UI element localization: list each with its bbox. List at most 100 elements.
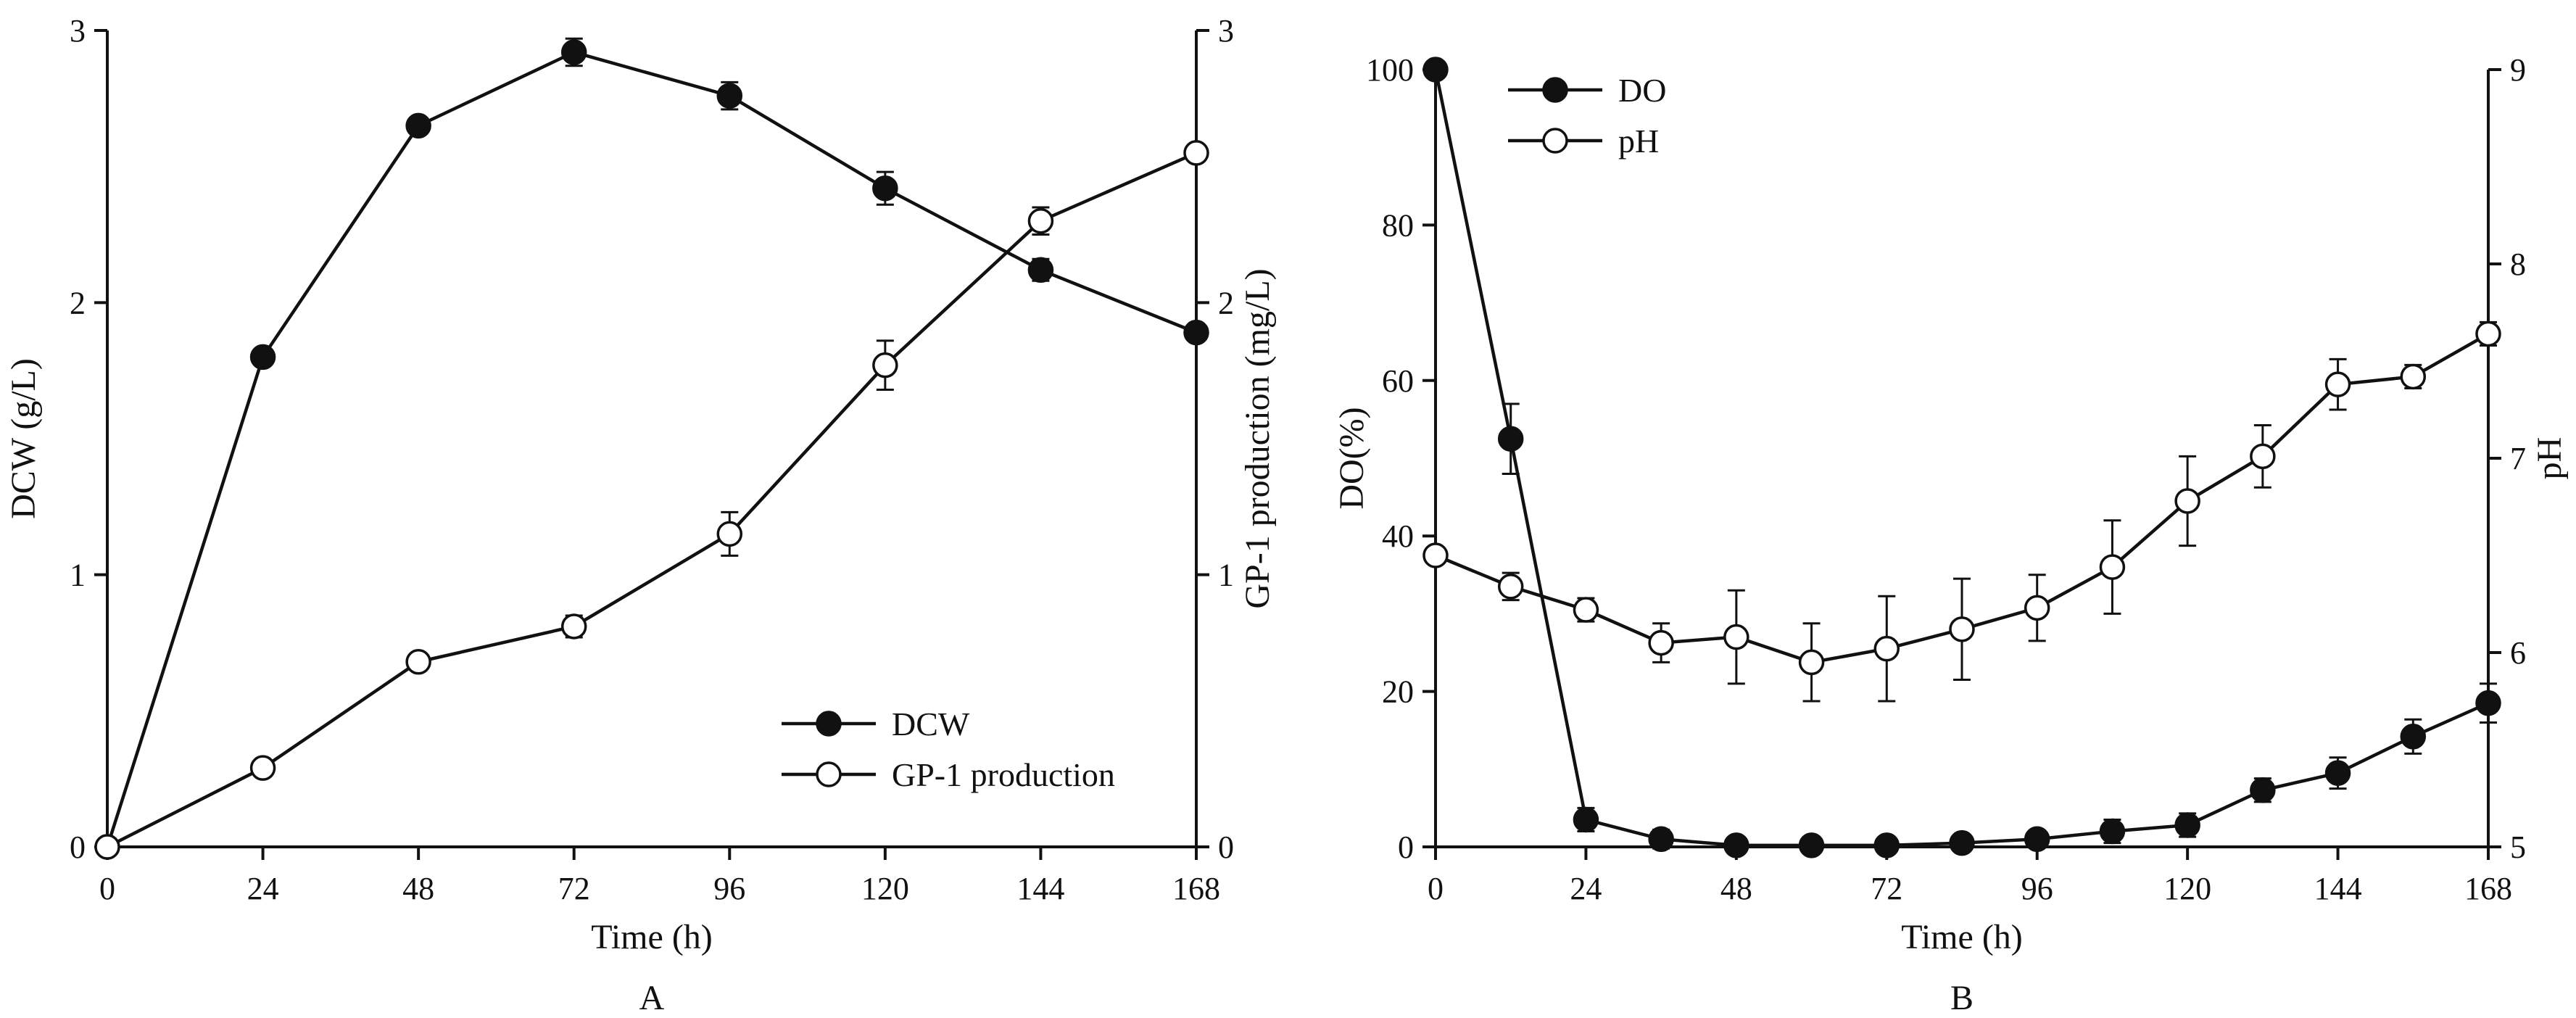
legend-marker-filled (816, 711, 842, 737)
data-point-open (1422, 542, 1449, 568)
data-point-open (405, 649, 431, 675)
y-tick-label-left: 40 (1382, 518, 1414, 554)
panel-a: 0 24 48 72 96 120 144 168 0 1 2 3 0 1 2 3 Time (h) DCW (g… (4, 13, 1277, 1017)
data-point-filled (1798, 832, 1825, 858)
x-tick-label: 48 (1720, 871, 1752, 906)
data-point-filled (2475, 690, 2501, 716)
data-point-open (2024, 595, 2050, 621)
data-point-open (2324, 371, 2351, 397)
x-tick-label: 96 (2021, 871, 2053, 906)
x-tick-label: 144 (2314, 871, 2362, 906)
x-tick-label: 120 (2163, 871, 2211, 906)
x-tick-label: 96 (713, 871, 745, 906)
data-point-open (1027, 207, 1054, 234)
data-point-filled (872, 175, 898, 202)
y-tick-label-left: 1 (70, 558, 86, 593)
y-tick-label-right: 9 (2510, 52, 2526, 88)
legend-marker-filled (1542, 77, 1568, 103)
data-point-filled (1723, 832, 1749, 858)
y-tick-label-left: 60 (1382, 363, 1414, 399)
y-tick-label-left: 3 (70, 13, 86, 49)
y-axis-title-left: DO(%) (1333, 407, 1371, 509)
data-point-filled (1183, 319, 1209, 346)
y-tick-label-left: 20 (1382, 674, 1414, 710)
data-point-open (2400, 363, 2427, 390)
y-tick-label-right: 8 (2510, 247, 2526, 282)
legend-label: DO (1618, 72, 1666, 109)
data-point-open (1723, 624, 1749, 650)
y-tick-label-right: 7 (2510, 441, 2526, 476)
legend-marker-open (816, 761, 842, 787)
panel-label: B (1950, 979, 1974, 1017)
y-axis-title-right: GP-1 production (mg/L) (1238, 268, 1277, 608)
y-tick-label-right: 2 (1218, 285, 1234, 320)
data-point-open (94, 834, 120, 860)
data-point-open (1798, 649, 1825, 676)
data-point-open (1949, 616, 1975, 642)
data-point-open (1183, 140, 1209, 166)
legend-label: DCW (892, 705, 970, 742)
y-tick-label-right: 0 (1218, 829, 1234, 865)
x-tick-label: 24 (1570, 871, 1602, 906)
x-tick-label: 24 (247, 871, 279, 906)
data-point-open (560, 613, 587, 640)
data-point-filled (249, 344, 276, 371)
data-point-filled (1949, 829, 1975, 856)
data-point-filled (2400, 724, 2427, 750)
data-point-filled (2324, 760, 2351, 786)
data-point-open (2099, 554, 2126, 580)
panel-label: A (639, 979, 665, 1017)
data-point-open (716, 521, 743, 547)
data-point-filled (1497, 426, 1524, 452)
y-tick-label-left: 100 (1366, 52, 1414, 88)
data-point-filled (1648, 826, 1674, 853)
x-tick-label: 0 (99, 871, 115, 906)
y-tick-label-right: 6 (2510, 635, 2526, 671)
x-tick-label: 0 (1428, 871, 1444, 906)
y-tick-label-right: 5 (2510, 829, 2526, 865)
legend-label: GP-1 production (892, 756, 1115, 793)
y-axis-title-left: DCW (g/L) (4, 358, 43, 519)
legend-label: pH (1618, 123, 1659, 160)
data-point-open (2475, 320, 2501, 347)
data-point-open (2250, 443, 2276, 470)
data-point-filled (405, 112, 431, 139)
x-tick-label: 144 (1016, 871, 1064, 906)
x-tick-label: 72 (1871, 871, 1902, 906)
x-tick-label: 168 (1172, 871, 1220, 906)
data-point-open (1648, 629, 1674, 656)
data-point-filled (2099, 818, 2126, 845)
y-tick-label-left: 0 (1398, 829, 1414, 865)
y-tick-label-right: 1 (1218, 558, 1234, 593)
x-axis-title: Time (h) (1901, 918, 2023, 956)
data-point-open (2174, 488, 2200, 514)
data-point-filled (2024, 826, 2050, 853)
data-point-filled (2174, 812, 2200, 838)
legend-marker-open (1542, 128, 1568, 154)
series-line-1 (105, 50, 1197, 848)
series-line-1 (1433, 69, 2489, 848)
data-point-filled (2250, 777, 2276, 803)
x-tick-label: 48 (402, 871, 434, 906)
y-axis-title-right: pH (2530, 437, 2569, 480)
data-point-filled (1873, 832, 1900, 858)
data-point-open (1573, 597, 1599, 623)
x-tick-label: 120 (861, 871, 909, 906)
data-point-filled (1027, 257, 1054, 284)
data-point-open (249, 755, 276, 781)
x-axis-title: Time (h) (591, 918, 713, 956)
data-point-filled (1422, 57, 1449, 83)
data-point-filled (1573, 806, 1599, 833)
y-tick-label-left: 80 (1382, 207, 1414, 243)
x-tick-label: 168 (2464, 871, 2512, 906)
y-tick-label-left: 2 (70, 285, 86, 320)
y-tick-label-right: 3 (1218, 13, 1234, 49)
data-point-filled (716, 83, 743, 109)
data-point-open (1497, 574, 1524, 600)
panel-b: 0 24 48 72 96 120 144 168 0 20 40 60 80 100 5 6 7 8 9 Time … (1333, 52, 2569, 1017)
data-point-filled (560, 39, 587, 65)
data-point-open (872, 352, 898, 378)
data-point-open (1873, 635, 1900, 662)
x-tick-label: 72 (558, 871, 590, 906)
